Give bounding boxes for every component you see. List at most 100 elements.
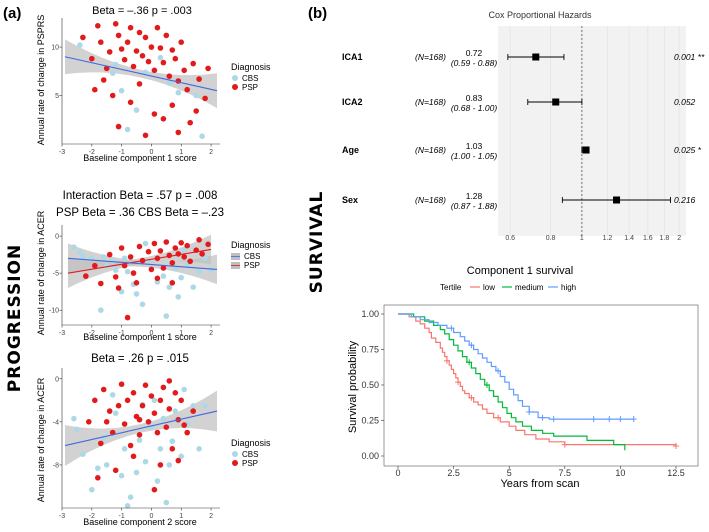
scatter-1-legend-psp-swatch	[232, 84, 238, 90]
s1-point-cbs	[199, 133, 205, 139]
s1-point-psp	[202, 95, 208, 102]
s3-point-psp	[95, 475, 101, 481]
s3-point-cbs	[136, 437, 143, 444]
scatter-1-legend-psp-label: PSP	[242, 83, 258, 92]
s2-ytick-label: -5	[53, 271, 59, 278]
s2-point-cbs	[118, 288, 125, 295]
s2-ytick-label: -10	[49, 308, 59, 315]
s2-point-psp	[133, 280, 140, 286]
cox-p-value: 0.052	[674, 97, 696, 107]
s1-point-psp	[92, 86, 98, 93]
s3-point-psp	[190, 408, 196, 414]
s1-point-psp	[118, 46, 125, 52]
km-ytick-label: 0.00	[361, 451, 379, 461]
cox-xtick-label: 0.8	[546, 235, 556, 242]
s2-point-psp	[172, 245, 179, 251]
s3-point-psp	[92, 397, 98, 404]
s3-point-cbs	[172, 408, 179, 414]
s3-xtick-label: -3	[59, 513, 65, 520]
cox-xtick-label: 1.4	[624, 235, 634, 242]
s1-point-psp	[142, 132, 149, 139]
s1-point-cbs	[77, 42, 83, 48]
s3-point-cbs	[190, 402, 196, 409]
s1-point-psp	[160, 116, 167, 122]
cox-row-bg	[330, 128, 700, 172]
s2-xtick-label: 2	[209, 330, 213, 337]
cox-p-value: 0.001 **	[674, 52, 705, 62]
s1-point-psp	[133, 48, 140, 54]
km-xlabel: Years from scan	[500, 478, 579, 490]
km-title: Component 1 survival	[467, 265, 573, 277]
s1-point-psp	[154, 24, 161, 31]
s3-point-psp	[160, 384, 167, 391]
s2-point-cbs	[181, 247, 187, 253]
scatter-3-legend-cbs-label: CBS	[242, 450, 258, 459]
s3-ytick-label: -4	[53, 419, 59, 426]
s2-xtick-label: 0	[149, 330, 153, 337]
s2-xtick-label: -3	[59, 330, 65, 337]
s3-point-psp	[118, 381, 125, 388]
s1-point-psp	[89, 55, 95, 62]
s1-point-psp	[193, 108, 199, 114]
s2-point-psp	[154, 275, 161, 282]
km-legend-high: high	[561, 283, 576, 292]
scatter-2-title-line1: Interaction Beta = .57 p = .008	[63, 190, 218, 202]
s2-point-psp	[145, 248, 152, 255]
s3-xtick-label: -2	[89, 513, 95, 520]
s2-point-cbs	[178, 274, 184, 281]
scatter-3-legend-title: Diagnosis	[231, 438, 271, 448]
s2-point-psp	[92, 262, 98, 269]
s2-point-cbs	[202, 255, 208, 262]
cox-title: Cox Proportional Hazards	[488, 10, 592, 20]
km-ytick-label: 0.25	[361, 416, 379, 426]
cox-xtick-label: 1	[580, 235, 584, 242]
s1-point-psp	[175, 129, 182, 136]
cox-hr-value: 0.83	[466, 93, 483, 103]
s3-point-psp	[130, 390, 137, 396]
cox-xtick-label: 2	[677, 235, 681, 242]
scatter-1-legend-title: Diagnosis	[231, 62, 271, 72]
scatter-3-title: Beta = .26 p = .015	[91, 353, 189, 365]
km-curve-high	[398, 313, 634, 420]
s1-point-psp	[169, 47, 176, 53]
km-xtick-label: 7.5	[559, 468, 572, 478]
scatter-2-legend-psp-label: PSP	[244, 261, 260, 270]
s3-point-psp	[121, 421, 128, 427]
cox-hr-value: 1.28	[466, 191, 483, 201]
s3-point-cbs	[133, 469, 140, 476]
s2-point-cbs	[112, 267, 119, 274]
s3-point-psp	[151, 486, 158, 493]
s1-point-cbs	[124, 126, 131, 133]
scatter-1-legend-cbs-label: CBS	[242, 74, 258, 83]
s1-point-psp	[121, 56, 128, 63]
s2-point-cbs	[190, 284, 196, 291]
survival-label: SURVIVAL	[307, 191, 327, 294]
s1-point-psp	[190, 60, 196, 67]
s3-point-cbs	[142, 458, 149, 465]
s2-point-psp	[115, 285, 122, 291]
s1-point-psp	[127, 24, 134, 31]
scatter-1-title: Beta = –.36 p = .003	[92, 5, 192, 17]
s3-point-cbs	[181, 386, 187, 393]
s1-point-psp	[145, 58, 152, 65]
s1-point-cbs	[142, 69, 149, 76]
s3-point-psp	[103, 419, 110, 425]
s1-point-cbs	[193, 92, 199, 99]
s1-point-cbs	[112, 61, 119, 68]
s3-point-psp	[106, 408, 113, 414]
s2-point-psp	[112, 274, 119, 280]
s3-point-psp	[86, 419, 92, 425]
panel-label-b: (b)	[308, 5, 327, 22]
s3-point-psp	[142, 382, 149, 389]
cox-plot-band	[498, 26, 686, 236]
s1-point-psp	[151, 111, 158, 117]
s1-point-psp	[160, 59, 167, 66]
s2-point-psp	[127, 254, 134, 260]
cox-hr-value: 1.03	[466, 141, 483, 151]
s2-point-psp	[130, 270, 137, 276]
cox-ci-value: (0.87 - 1.88)	[451, 201, 497, 211]
s2-point-psp	[184, 242, 190, 249]
cox-ci-value: (0.59 - 0.88)	[451, 58, 497, 68]
s3-point-psp	[184, 429, 190, 436]
km-xtick-label: 5	[507, 468, 512, 478]
